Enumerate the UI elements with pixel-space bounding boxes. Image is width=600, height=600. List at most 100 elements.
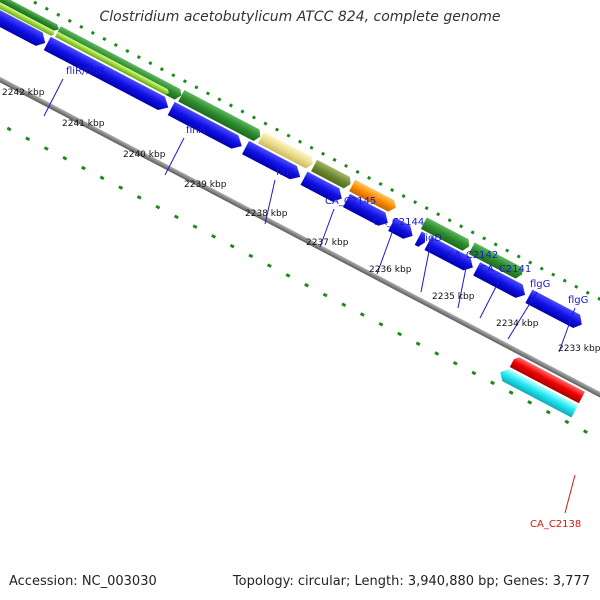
cds-CA_C2142[interactable] [414,231,429,249]
feature-CA_C2144[interactable] [311,159,353,191]
kbp-label: 2235 kbp [432,292,475,302]
leader-line [507,291,538,340]
genome-summary-text: Topology: circular; Length: 3,940,880 bp… [232,574,590,589]
gene-label[interactable]: flgG [568,295,588,306]
tick-mark [424,206,429,211]
genome-backbone [0,32,600,409]
tick-mark [136,55,141,60]
feature-CA_C2141[interactable] [420,217,472,252]
feature-CA_C2145[interactable] [257,131,315,170]
genome-track [0,0,600,434]
feature-flhF[interactable] [178,89,263,143]
tick-mark [359,312,365,317]
gene-label[interactable]: CA_C2138 [530,519,581,530]
tick-mark [159,67,164,72]
kbp-label: 2237 kbp [306,238,349,248]
leader-line [420,245,431,293]
tick-mark [378,181,383,187]
gene-label[interactable]: fliR/flhB [66,66,105,77]
leader-line [164,137,185,176]
leader-line [264,179,276,225]
tick-mark [229,243,235,249]
cds-CA_C2144[interactable] [300,171,346,205]
cds-CA_C2143[interactable] [388,217,416,242]
cds-flhF[interactable] [167,101,246,152]
tick-mark [62,156,68,161]
tick-mark [194,85,199,90]
leader-line [319,208,335,248]
feature-flgG-1[interactable] [468,242,526,280]
gene-labels: fliR/flhB flhA flhF CA_C2145 CA_C2144 sigD CA_… [66,66,588,530]
gene-label[interactable]: sigD [420,233,442,244]
tick-mark [490,380,495,386]
gene-label[interactable]: CA_C2141 [480,264,531,275]
cds-CA_C2145[interactable] [242,140,304,183]
tick-mark [564,419,570,425]
gene-label[interactable]: CA_C2144 [373,217,424,228]
tick-mark [173,214,179,220]
kbp-label: 2236 kbp [369,265,412,275]
tick-mark [67,18,72,23]
cds-fliR-flhB[interactable] [0,0,49,49]
tick-mark [263,121,268,126]
tick-mark [397,331,403,337]
tick-mark [102,36,107,41]
leader-line [558,307,576,353]
tick-mark [79,24,84,29]
tick-mark [551,272,556,277]
cds-CA_C2141[interactable] [424,236,476,274]
tick-mark [113,42,118,48]
tick-mark [582,429,588,434]
leader-line [564,474,576,514]
tick-mark [539,266,544,271]
tick-mark [378,321,384,327]
feature-CA_C2138-cds[interactable] [497,366,578,418]
tick-mark [6,126,12,132]
feature-CA_C2138[interactable] [509,356,585,404]
tick-mark [516,254,521,259]
tick-mark [192,224,198,229]
kbp-label: 2238 kbp [245,209,288,219]
leader-line [457,262,468,309]
tick-mark [33,0,38,5]
tick-mark [251,115,257,120]
tick-mark [155,204,161,210]
tick-mark [459,224,464,229]
kbp-label: 2241 kbp [62,119,105,129]
feature-fliR[interactable] [0,0,56,37]
kbp-scale-labels: 2242 kbp 2241 kbp 2240 kbp 2239 kbp 2238 kbp… [2,88,600,354]
feature-flhB[interactable] [0,0,61,32]
feature-sigD[interactable] [349,179,398,214]
cds-flhA[interactable] [43,36,172,114]
tick-mark [90,30,95,35]
tick-mark [344,163,349,168]
tick-mark [436,212,441,217]
tick-mark [136,195,142,200]
tick-mark [304,282,310,288]
tick-mark [434,351,440,356]
outer-tick-row [33,0,600,301]
tick-mark [332,157,337,162]
kbp-label: 2240 kbp [123,150,166,160]
cds-flgG-2[interactable] [525,289,585,331]
tick-mark [274,127,280,132]
tick-mark [597,296,600,301]
gene-label[interactable]: CA_C2142 [447,250,498,261]
cds-sigD[interactable] [343,193,392,229]
tick-mark [80,165,86,171]
gene-label[interactable]: flhF [276,167,295,178]
tick-mark [545,409,551,415]
gene-label[interactable]: flgG [530,279,550,290]
tick-mark [148,61,153,66]
kbp-label: 2239 kbp [184,180,227,190]
tick-mark [171,73,176,78]
tick-mark [286,133,291,138]
gene-label[interactable]: flhA [186,125,206,136]
tick-mark [43,146,49,151]
tick-mark [118,185,124,190]
feature-flhA-core[interactable] [55,31,170,96]
tick-mark [367,175,372,180]
tick-mark [355,169,360,174]
gene-label[interactable]: CA_C2145 [325,196,376,207]
